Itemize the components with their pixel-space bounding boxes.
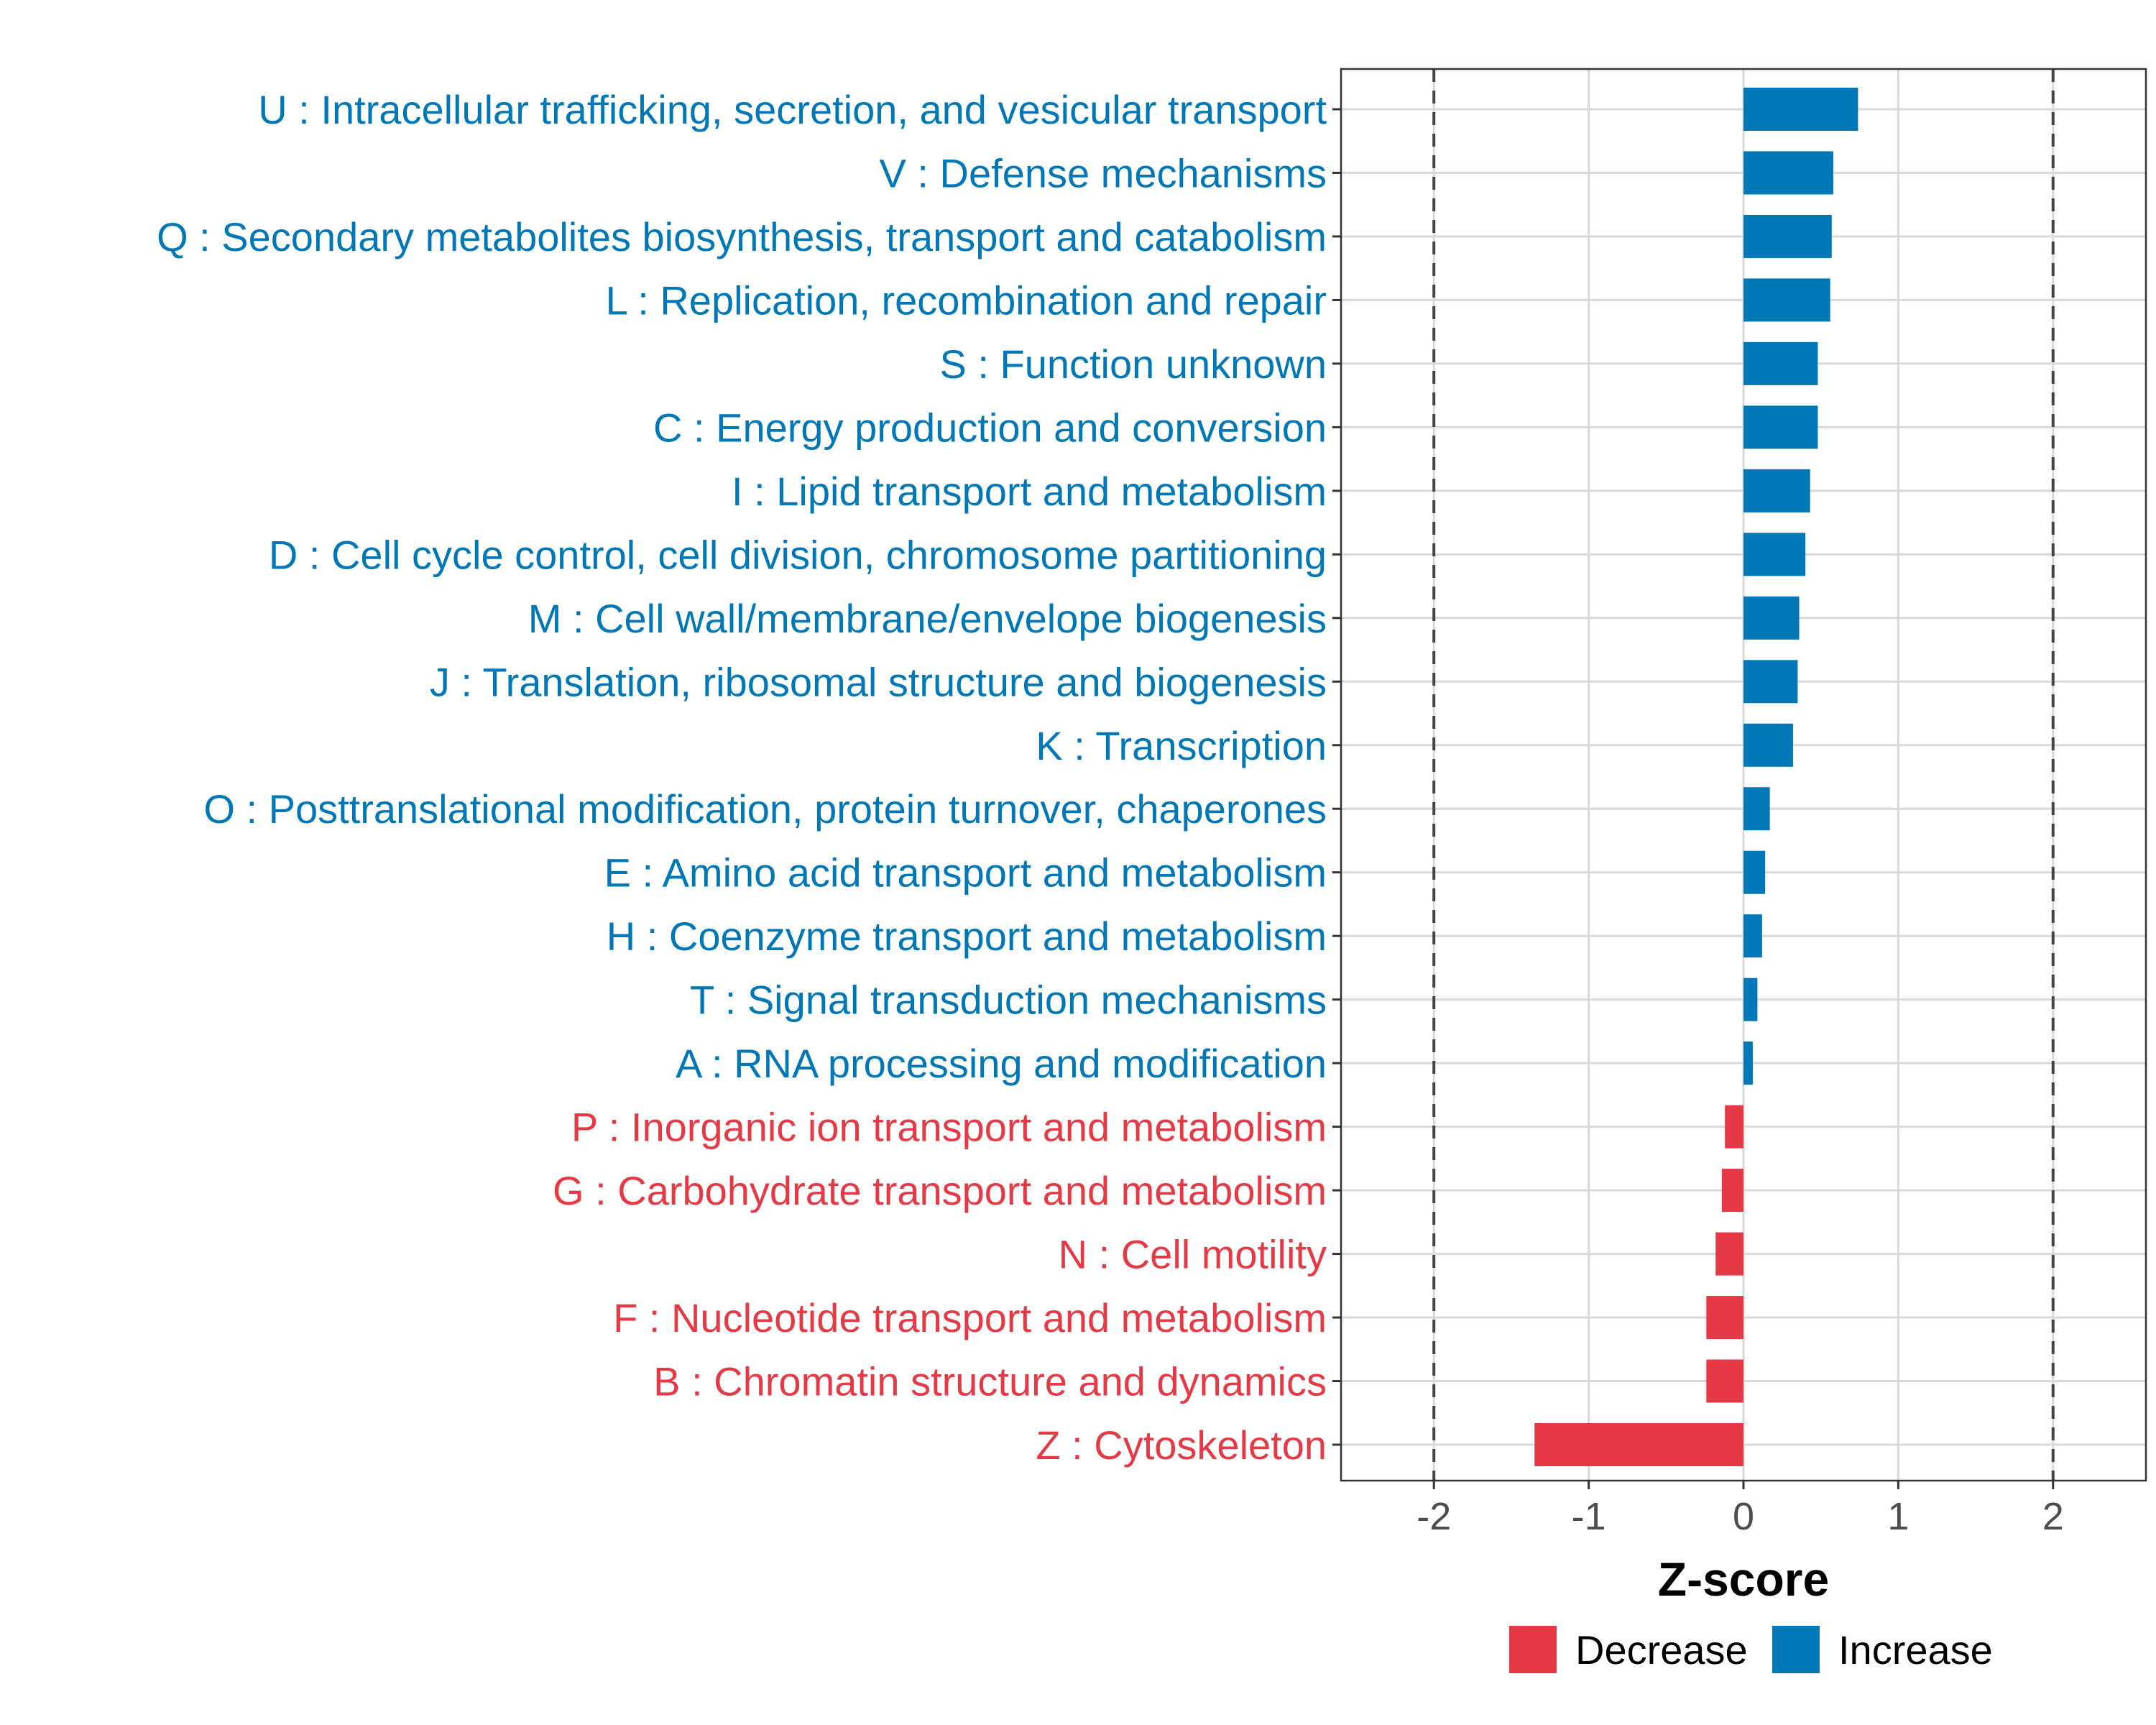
legend-label: Increase: [1838, 1627, 1993, 1673]
bar: [1743, 978, 1758, 1021]
bar: [1743, 469, 1810, 512]
bar: [1534, 1423, 1743, 1466]
bar: [1743, 596, 1800, 640]
bar: [1743, 533, 1806, 576]
bar: [1706, 1359, 1743, 1403]
category-label: Z : Cytoskeleton: [1036, 1422, 1327, 1468]
category-label: O : Posttranslational modification, prot…: [203, 786, 1327, 832]
category-label: I : Lipid transport and metabolism: [732, 469, 1327, 514]
bar: [1743, 88, 1858, 131]
bar: [1743, 214, 1832, 258]
category-label: M : Cell wall/membrane/envelope biogenes…: [528, 596, 1327, 641]
x-axis-ticks: [1432, 1481, 2055, 1489]
category-label: V : Defense mechanisms: [880, 150, 1327, 196]
category-label: U : Intracellular trafficking, secretion…: [258, 87, 1327, 132]
bars: [1534, 88, 1858, 1466]
category-label: N : Cell motility: [1059, 1232, 1327, 1277]
reference-lines: [1432, 69, 2055, 1481]
category-label: J : Translation, ribosomal structure and…: [430, 659, 1327, 704]
x-tick-label: 0: [1733, 1495, 1754, 1538]
category-label: P : Inorganic ion transport and metaboli…: [571, 1105, 1327, 1150]
bar: [1743, 1041, 1753, 1085]
category-label: L : Replication, recombination and repai…: [606, 277, 1327, 323]
x-axis-tick-labels: -2 -1 0 1 2: [1416, 1495, 2064, 1538]
category-label: B : Chromatin structure and dynamics: [653, 1359, 1327, 1404]
bar: [1743, 405, 1818, 449]
category-label: F : Nucleotide transport and metabolism: [613, 1295, 1327, 1340]
legend-label: Decrease: [1575, 1627, 1748, 1673]
bar: [1743, 660, 1798, 704]
category-label: Q : Secondary metabolites biosynthesis, …: [157, 214, 1327, 259]
legend: Decrease Increase: [1509, 1626, 1993, 1673]
legend-key: [1772, 1626, 1820, 1673]
bar: [1743, 341, 1818, 385]
y-axis-ticks: [1332, 108, 1341, 1446]
bar: [1725, 1105, 1743, 1149]
category-label: D : Cell cycle control, cell division, c…: [269, 532, 1327, 577]
legend-key: [1509, 1626, 1557, 1673]
x-tick-label: -1: [1572, 1495, 1606, 1538]
bar: [1721, 1169, 1743, 1213]
x-tick-label: 1: [1887, 1495, 1909, 1538]
bar: [1743, 850, 1766, 894]
category-label: E : Amino acid transport and metabolism: [604, 850, 1327, 896]
category-label: C : Energy production and conversion: [653, 405, 1327, 450]
category-label: G : Carbohydrate transport and metabolis…: [553, 1168, 1327, 1213]
bar: [1743, 723, 1793, 767]
bar: [1743, 787, 1770, 831]
bar: [1706, 1296, 1743, 1340]
category-label: K : Transcription: [1036, 723, 1327, 768]
category-label: T : Signal transduction mechanisms: [690, 978, 1327, 1023]
bar: [1743, 278, 1830, 322]
category-label: H : Coenzyme transport and metabolism: [607, 914, 1327, 959]
category-label: S : Function unknown: [939, 341, 1327, 387]
category-label: A : RNA processing and modification: [676, 1041, 1327, 1086]
bar: [1715, 1232, 1743, 1276]
x-axis-title: Z-score: [1658, 1552, 1829, 1606]
bar: [1743, 914, 1762, 958]
x-tick-label: -2: [1416, 1495, 1451, 1538]
y-axis-category-labels: U : Intracellular trafficking, secretion…: [157, 87, 1327, 1468]
bar: [1743, 151, 1833, 195]
x-tick-label: 2: [2042, 1495, 2064, 1538]
